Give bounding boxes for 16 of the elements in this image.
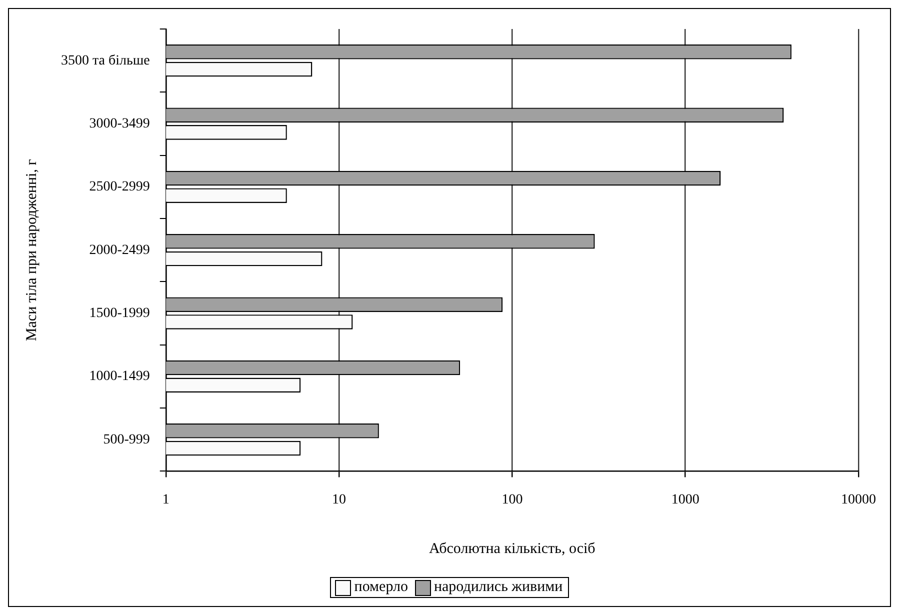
y-tick-label: 500-999 xyxy=(103,432,150,448)
y-tick-label: 3000-3499 xyxy=(89,116,150,132)
legend-label: померло xyxy=(354,579,408,596)
y-tick-label: 1500-1999 xyxy=(89,306,150,321)
x-tick-label: 10 xyxy=(332,492,346,508)
y-tick-label: 1000-1499 xyxy=(89,369,150,384)
x-tick-label: 1 xyxy=(162,492,170,508)
y-tick-label: 2000-2499 xyxy=(89,242,150,258)
y-tick-label: 3500 та більше xyxy=(60,53,150,68)
x-tick-label: 1000 xyxy=(671,492,700,508)
x-tick-label: 100 xyxy=(502,492,523,508)
y-axis-title: Маси тіла при народженні, г xyxy=(24,159,40,342)
x-axis-title: Абсолютна кількість, осіб xyxy=(429,540,596,557)
x-tick-label: 10000 xyxy=(841,492,876,508)
y-tick-label: 2500-2999 xyxy=(89,180,150,195)
legend-label: народились живими xyxy=(434,579,563,596)
